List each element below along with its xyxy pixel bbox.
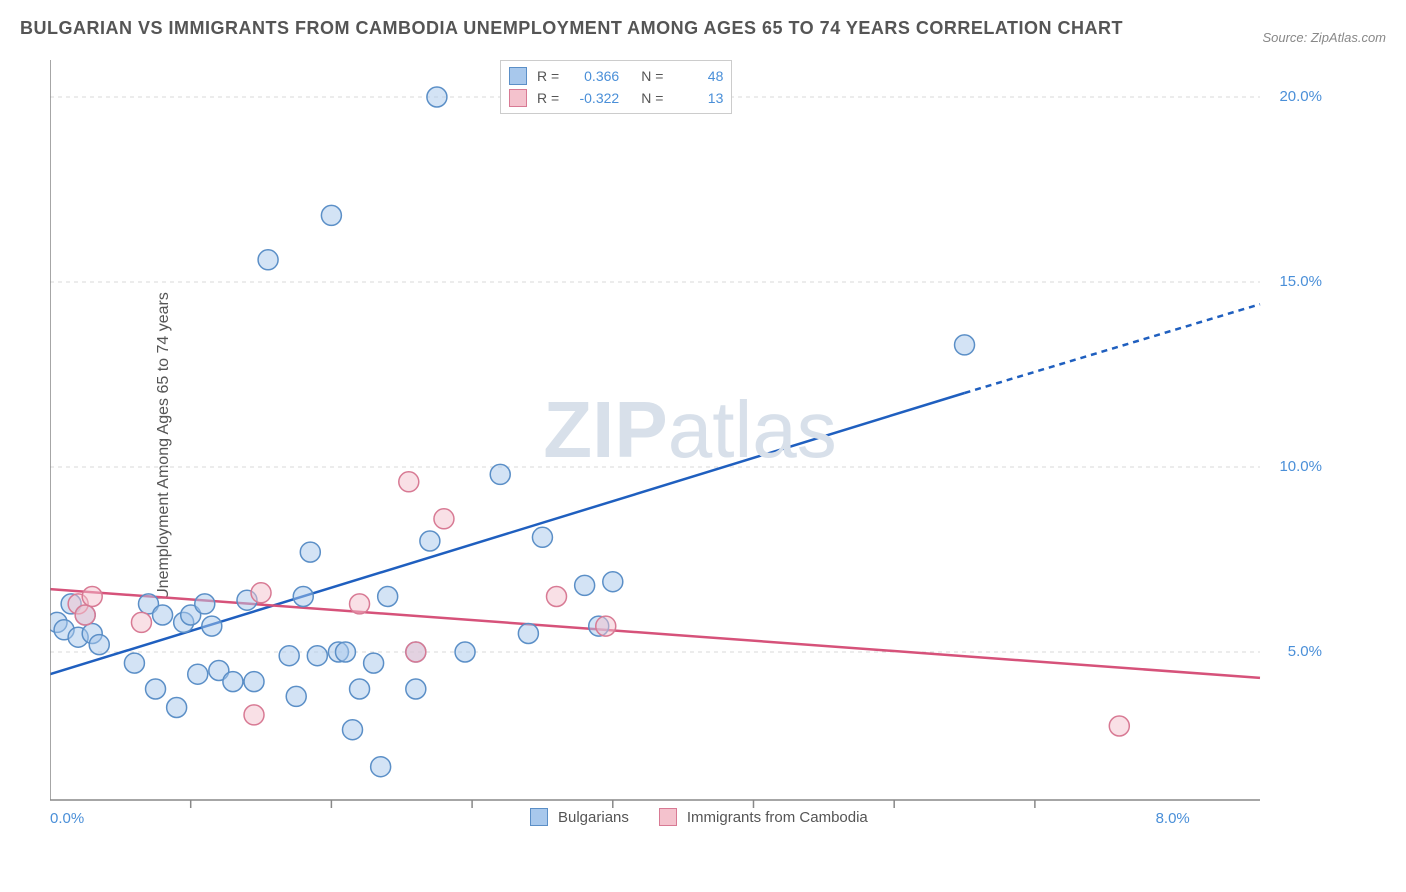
n-value: 48	[673, 68, 723, 84]
legend-stats: R = 0.366 N = 48 R = -0.322 N = 13	[500, 60, 732, 114]
r-label: R =	[537, 68, 559, 84]
n-value: 13	[673, 90, 723, 106]
plot-area: ZIPatlas R =0.366N =48R =-0.322N =13 Bul…	[50, 60, 1330, 830]
y-tick-label: 20.0%	[1279, 88, 1322, 105]
n-label: N =	[641, 90, 663, 106]
source-attribution: Source: ZipAtlas.com	[1262, 30, 1386, 45]
y-tick-label: 15.0%	[1279, 273, 1322, 290]
y-tick-label: 10.0%	[1279, 458, 1322, 475]
scatter-chart	[50, 60, 1330, 830]
n-label: N =	[641, 68, 663, 84]
x-tick-label: 0.0%	[50, 810, 84, 827]
x-tick-label: 8.0%	[1156, 810, 1190, 827]
r-label: R =	[537, 90, 559, 106]
legend-swatch	[530, 808, 548, 826]
y-tick-label: 5.0%	[1288, 643, 1322, 660]
legend-bottom: Bulgarians Immigrants from Cambodia	[530, 808, 888, 826]
legend-stat-row: R = 0.366 N = 48	[509, 65, 723, 87]
legend-swatch	[659, 808, 677, 826]
r-value: 0.366	[569, 68, 619, 84]
legend-swatch	[509, 67, 527, 85]
chart-title: BULGARIAN VS IMMIGRANTS FROM CAMBODIA UN…	[20, 18, 1123, 39]
legend-swatch	[509, 89, 527, 107]
legend-stat-row: R = -0.322 N = 13	[509, 87, 723, 109]
legend-series-name: Immigrants from Cambodia	[687, 809, 868, 826]
r-value: -0.322	[569, 90, 619, 106]
legend-series-name: Bulgarians	[558, 809, 629, 826]
